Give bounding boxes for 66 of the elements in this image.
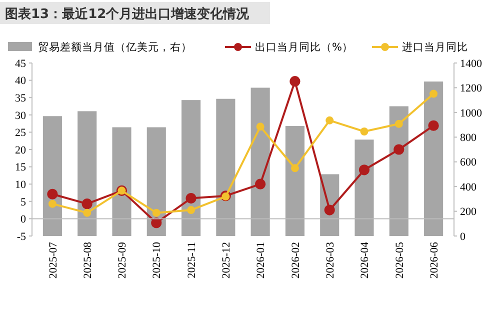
- y-tick-label: 0: [20, 214, 26, 226]
- point: [394, 120, 403, 128]
- point: [428, 120, 439, 131]
- bar: [216, 98, 236, 236]
- point: [360, 128, 368, 136]
- x-tick-label: 2025-09: [116, 242, 129, 279]
- x-tick-label: 2026-02: [290, 242, 302, 279]
- point: [255, 178, 266, 190]
- y2-tick-label: 1200: [460, 82, 482, 95]
- bar: [182, 100, 201, 236]
- point: [358, 164, 370, 176]
- point: [47, 188, 58, 200]
- point: [394, 144, 404, 155]
- x-tick-label: 2025-08: [82, 242, 94, 279]
- point: [82, 198, 92, 210]
- y-tick-label: 30: [15, 110, 26, 122]
- x-tick-label: 2026-05: [394, 242, 406, 279]
- y2-tick-label: 1000: [460, 107, 482, 120]
- point: [152, 208, 160, 217]
- y-tick-label: 5: [20, 196, 26, 208]
- y2-tick-label: 800: [460, 132, 477, 144]
- y-tick-label: 15: [15, 162, 26, 174]
- point: [187, 206, 196, 214]
- x-tick-label: 2026-01: [255, 242, 268, 279]
- legend-label: 贸易差额当月值（亿美元，右）: [38, 40, 192, 54]
- x-tick-label: 2026-06: [428, 242, 440, 279]
- x-tick-label: 2025-07: [47, 242, 60, 279]
- bar: [78, 111, 97, 236]
- x-tick-label: 2025-12: [220, 242, 233, 279]
- bar: [112, 127, 132, 236]
- bar: [424, 82, 444, 236]
- bar: [250, 88, 270, 236]
- legend-label: 进口当月同比: [402, 40, 468, 54]
- y2-tick-label: 400: [460, 181, 477, 194]
- bar: [285, 126, 304, 236]
- x-tick-label: 2025-11: [186, 242, 198, 278]
- bar: [389, 106, 408, 236]
- bar: [42, 116, 62, 236]
- legend-label: 出口当月同比（%）: [255, 40, 353, 54]
- point: [48, 200, 56, 208]
- y-tick-label: 45: [15, 58, 26, 70]
- point: [186, 192, 196, 204]
- y-tick-label: 10: [15, 178, 26, 191]
- point: [151, 218, 162, 228]
- y-tick-label: 40: [15, 75, 26, 88]
- x-tick-label: 2026-04: [359, 242, 372, 279]
- point: [430, 90, 438, 98]
- point: [326, 116, 334, 124]
- y-tick-label: -5: [16, 230, 26, 243]
- y-tick-label: 20: [15, 144, 26, 156]
- y2-tick-label: 0: [460, 230, 466, 243]
- point: [290, 164, 299, 172]
- x-tick-label: 2026-03: [324, 242, 336, 279]
- point: [256, 122, 264, 131]
- x-tick-label: 2025-10: [151, 242, 164, 279]
- point: [83, 208, 92, 217]
- y2-tick-label: 1400: [460, 58, 482, 70]
- point: [324, 204, 335, 216]
- bar: [146, 127, 166, 236]
- y2-tick-label: 200: [460, 206, 477, 218]
- point: [290, 76, 300, 87]
- bar: [354, 140, 374, 236]
- y-tick-label: 25: [15, 127, 26, 140]
- y2-tick-label: 600: [460, 156, 477, 169]
- y-tick-label: 35: [15, 92, 26, 104]
- chart-title: 图表13：最近12个月进出口增速变化情况: [5, 6, 250, 22]
